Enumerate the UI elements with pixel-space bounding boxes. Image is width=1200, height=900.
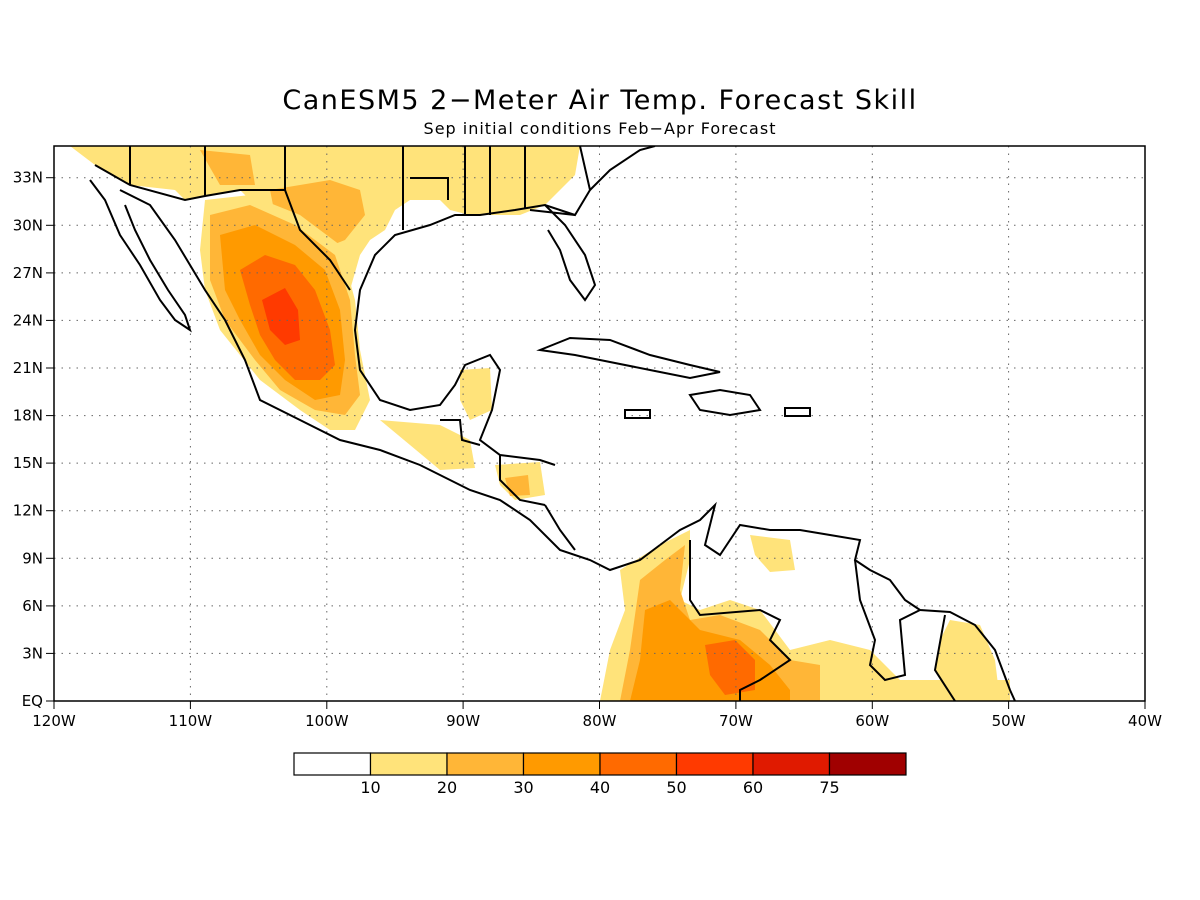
lat-label-21n: 21N xyxy=(13,359,43,377)
skill-region-yucatan xyxy=(460,368,492,420)
lat-label-9n: 9N xyxy=(22,549,43,567)
colorbar-swatch-5 xyxy=(675,752,754,776)
lon-label-100w: 100W xyxy=(305,712,349,730)
lat-label-12n: 12N xyxy=(13,502,43,520)
lat-label-eq: EQ xyxy=(22,692,43,710)
lon-label-40w: 40W xyxy=(1128,712,1162,730)
colorbar-swatch-7 xyxy=(828,752,907,776)
lat-label-30n: 30N xyxy=(13,216,43,234)
map-subtitle: Sep initial conditions Feb−Apr Forecast xyxy=(423,119,777,138)
lat-label-15n: 15N xyxy=(13,454,43,472)
skill-region-north-us-2 xyxy=(200,150,255,185)
colorbar-label-75: 75 xyxy=(819,778,839,797)
lon-label-80w: 80W xyxy=(583,712,617,730)
lon-label-50w: 50W xyxy=(992,712,1026,730)
lat-labels: EQ 3N 6N 9N 12N 15N 18N 21N 24N 27N 30N … xyxy=(13,169,43,710)
colorbar-swatch-0 xyxy=(293,752,372,776)
skill-region-sa-50 xyxy=(705,640,755,695)
lat-label-33n: 33N xyxy=(13,169,43,187)
colorbar: 10 20 30 40 50 60 75 xyxy=(293,752,907,797)
lon-label-120w: 120W xyxy=(32,712,76,730)
skill-region-venezuela xyxy=(750,535,795,572)
map-title: CanESM5 2−Meter Air Temp. Forecast Skill xyxy=(282,85,918,116)
lon-labels: 120W 110W 100W 90W 80W 70W 60W 50W 40W xyxy=(32,712,1162,730)
lat-label-18n: 18N xyxy=(13,407,43,425)
lon-label-90w: 90W xyxy=(446,712,480,730)
colorbar-swatch-2 xyxy=(446,752,525,776)
colorbar-swatch-3 xyxy=(522,752,601,776)
colorbar-label-60: 60 xyxy=(743,778,763,797)
lat-label-24n: 24N xyxy=(13,311,43,329)
colorbar-label-20: 20 xyxy=(437,778,457,797)
lon-label-110w: 110W xyxy=(169,712,213,730)
lon-label-70w: 70W xyxy=(719,712,753,730)
skill-region-sa-east xyxy=(935,620,1000,701)
skill-region-mexico-60 xyxy=(262,288,300,345)
colorbar-label-30: 30 xyxy=(513,778,533,797)
skill-shading xyxy=(70,146,1010,701)
colorbar-label-50: 50 xyxy=(666,778,686,797)
colorbar-label-10: 10 xyxy=(360,778,380,797)
skill-region-texas xyxy=(270,180,365,250)
lat-label-3n: 3N xyxy=(22,644,43,662)
lat-label-27n: 27N xyxy=(13,264,43,282)
colorbar-label-40: 40 xyxy=(590,778,610,797)
tick-marks xyxy=(46,177,1146,709)
graticule xyxy=(54,146,1145,701)
colorbar-swatch-4 xyxy=(599,752,678,776)
colorbar-swatch-1 xyxy=(369,752,448,776)
coastlines xyxy=(89,146,1016,701)
lon-label-60w: 60W xyxy=(855,712,889,730)
skill-region-guatemala xyxy=(380,420,475,470)
lat-label-6n: 6N xyxy=(22,597,43,615)
colorbar-swatch-6 xyxy=(752,752,831,776)
